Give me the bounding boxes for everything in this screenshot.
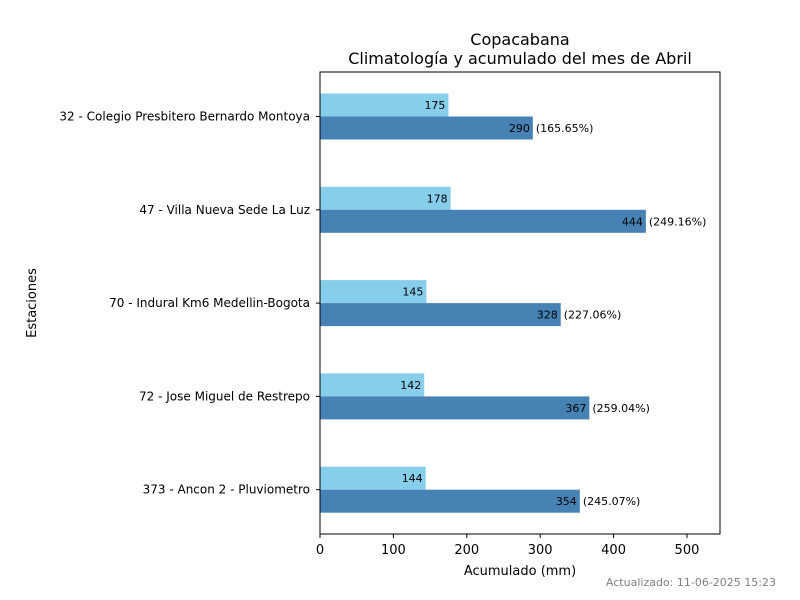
chart-subtitle: Climatología y acumulado del mes de Abri…: [348, 49, 692, 68]
climatology-bar: [320, 280, 427, 304]
accumulated-value-label: 354: [556, 495, 577, 508]
accumulated-value-label: 367: [565, 402, 586, 415]
climatology-value-label: 178: [427, 192, 448, 205]
accumulated-bar: [320, 396, 590, 420]
x-tick-label: 0: [316, 543, 324, 558]
y-axis-categories: 32 - Colegio Presbitero Bernardo Montoya…: [59, 110, 320, 497]
chart-title: Copacabana: [470, 30, 569, 49]
category-label: 373 - Ancon 2 - Pluviometro: [143, 483, 310, 497]
climatology-bar: [320, 466, 426, 490]
accumulated-bar: [320, 116, 533, 140]
x-tick-label: 100: [381, 543, 406, 558]
category-label: 32 - Colegio Presbitero Bernardo Montoya: [59, 110, 310, 124]
percent-label: (165.65%): [536, 122, 594, 135]
climatology-value-label: 175: [424, 99, 445, 112]
accumulated-value-label: 444: [622, 215, 643, 228]
y-axis-label: Estaciones: [25, 268, 40, 338]
percent-label: (245.07%): [583, 495, 641, 508]
climatology-value-label: 145: [402, 286, 423, 299]
x-tick-label: 200: [454, 543, 479, 558]
category-label: 72 - Jose Miguel de Restrepo: [139, 389, 310, 403]
accumulated-value-label: 290: [509, 122, 530, 135]
category-label: 47 - Villa Nueva Sede La Luz: [139, 203, 310, 217]
bars-group: [320, 93, 646, 513]
x-axis-ticks: 0 100 200 300 400 500: [316, 534, 700, 558]
accumulated-bar: [320, 303, 561, 327]
climatology-bar: [320, 93, 449, 117]
percent-label: (259.04%): [592, 402, 650, 415]
percent-label: (249.16%): [649, 215, 707, 228]
labels-group: 175 290 (165.65%) 178 444 (249.16%) 145 328 (227…: [400, 99, 706, 508]
updated-timestamp: Actualizado: 11-06-2025 15:23: [606, 576, 776, 589]
accumulated-bar: [320, 489, 580, 513]
climatology-bar: [320, 186, 451, 210]
climatology-bar: [320, 373, 425, 397]
x-axis-label: Acumulado (mm): [464, 564, 576, 579]
x-tick-label: 400: [601, 543, 626, 558]
x-tick-label: 300: [528, 543, 553, 558]
climatology-value-label: 144: [402, 472, 423, 485]
accumulated-value-label: 328: [537, 309, 558, 322]
accumulated-bar: [320, 209, 646, 233]
percent-label: (227.06%): [564, 309, 622, 322]
climatology-value-label: 142: [400, 379, 421, 392]
x-tick-label: 500: [675, 543, 700, 558]
category-label: 70 - Indural Km6 Medellin-Bogota: [109, 296, 310, 310]
